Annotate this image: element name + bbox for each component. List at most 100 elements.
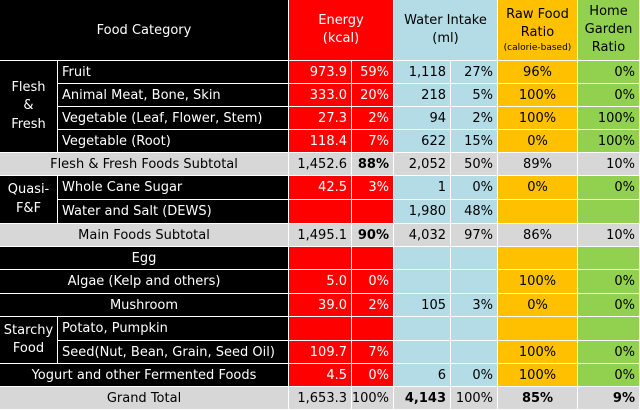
row-potato-pumpkin-water-pct bbox=[451, 317, 498, 341]
row-animal-meat-home-ratio: 0% bbox=[578, 84, 640, 107]
row-vegetable-leaf-energy: 27.3 bbox=[289, 107, 352, 130]
row-egg-label: Egg bbox=[0, 247, 289, 270]
group-flesh-line1: Flesh bbox=[11, 80, 46, 96]
row-vegetable-leaf-energy-pct: 2% bbox=[352, 107, 394, 130]
row-animal-meat-energy: 333.0 bbox=[289, 84, 352, 107]
row-flesh-fresh-subtotal-energy: 1,452.6 bbox=[289, 153, 352, 176]
row-water-salt-energy bbox=[289, 200, 352, 224]
row-cane-sugar-raw-ratio: 0% bbox=[498, 176, 578, 200]
group-quasi-line2: F&F bbox=[15, 200, 42, 216]
row-cane-sugar-energy: 42.5 bbox=[289, 176, 352, 200]
row-fruit-raw-ratio: 96% bbox=[498, 61, 578, 84]
row-flesh-fresh-subtotal-energy-pct: 88% bbox=[352, 153, 394, 176]
row-yogurt-raw-ratio: 100% bbox=[498, 364, 578, 387]
row-yogurt-energy-pct: 0% bbox=[352, 364, 394, 387]
row-algae-raw-ratio: 100% bbox=[498, 270, 578, 294]
row-potato-pumpkin-energy-pct bbox=[352, 317, 394, 341]
row-vegetable-leaf-water-pct: 2% bbox=[451, 107, 498, 130]
row-fruit-water: 1,118 bbox=[394, 61, 451, 84]
row-vegetable-root-home-ratio: 100% bbox=[578, 130, 640, 153]
row-egg-water bbox=[394, 247, 451, 270]
group-quasi-ff: Quasi- F&F bbox=[0, 176, 58, 224]
row-seed-energy-pct: 7% bbox=[352, 341, 394, 364]
group-starchy-food: Starchy Food bbox=[0, 317, 58, 364]
row-cane-sugar-label: Whole Cane Sugar bbox=[58, 176, 289, 200]
row-grand-total-energy-pct: 100% bbox=[352, 387, 394, 410]
row-seed-label: Seed(Nut, Bean, Grain, Seed Oil) bbox=[58, 341, 289, 364]
row-main-foods-subtotal-water-pct: 97% bbox=[451, 224, 498, 247]
row-fruit-home-ratio: 0% bbox=[578, 61, 640, 84]
header-water-intake: Water Intake (ml) bbox=[394, 0, 498, 61]
row-main-foods-subtotal-water: 4,032 bbox=[394, 224, 451, 247]
row-yogurt-water: 6 bbox=[394, 364, 451, 387]
row-potato-pumpkin-label: Potato, Pumpkin bbox=[58, 317, 289, 341]
row-yogurt-water-pct: 0% bbox=[451, 364, 498, 387]
header-raw-subtitle: Ratio bbox=[520, 24, 555, 40]
row-seed-water-pct bbox=[451, 341, 498, 364]
row-water-salt-raw-ratio bbox=[498, 200, 578, 224]
row-seed-water bbox=[394, 341, 451, 364]
row-potato-pumpkin-home-ratio bbox=[578, 317, 640, 341]
row-seed-home-ratio: 0% bbox=[578, 341, 640, 364]
row-animal-meat-water-pct: 5% bbox=[451, 84, 498, 107]
row-flesh-fresh-subtotal-raw-ratio: 89% bbox=[498, 153, 578, 176]
row-vegetable-root-water: 622 bbox=[394, 130, 451, 153]
row-flesh-fresh-subtotal-home-ratio: 10% bbox=[578, 153, 640, 176]
row-water-salt-energy-pct bbox=[352, 200, 394, 224]
row-fruit-energy: 973.9 bbox=[289, 61, 352, 84]
row-vegetable-leaf-home-ratio: 100% bbox=[578, 107, 640, 130]
row-mushroom-energy: 39.0 bbox=[289, 294, 352, 317]
row-algae-label: Algae (Kelp and others) bbox=[0, 270, 289, 294]
header-home-line1: Home bbox=[589, 3, 628, 19]
row-cane-sugar-water-pct: 0% bbox=[451, 176, 498, 200]
group-starchy-line2: Food bbox=[12, 341, 45, 356]
header-home-line3: Ratio bbox=[591, 40, 626, 56]
row-egg-home-ratio bbox=[578, 247, 640, 270]
row-animal-meat-energy-pct: 20% bbox=[352, 84, 394, 107]
row-mushroom-raw-ratio: 0% bbox=[498, 294, 578, 317]
row-flesh-fresh-subtotal-water: 2,052 bbox=[394, 153, 451, 176]
row-vegetable-root-energy: 118.4 bbox=[289, 130, 352, 153]
row-grand-total-raw-ratio: 85% bbox=[498, 387, 578, 410]
row-animal-meat-raw-ratio: 100% bbox=[498, 84, 578, 107]
row-algae-water-pct bbox=[451, 270, 498, 294]
row-vegetable-root-water-pct: 15% bbox=[451, 130, 498, 153]
row-mushroom-water: 105 bbox=[394, 294, 451, 317]
header-raw-title: Raw Food bbox=[506, 6, 569, 22]
row-vegetable-root-label: Vegetable (Root) bbox=[58, 130, 289, 153]
group-flesh-and-fresh: Flesh & Fresh bbox=[0, 61, 58, 153]
row-main-foods-subtotal-raw-ratio: 86% bbox=[498, 224, 578, 247]
row-flesh-fresh-subtotal-label: Flesh & Fresh Foods Subtotal bbox=[0, 153, 289, 176]
row-potato-pumpkin-energy bbox=[289, 317, 352, 341]
group-starchy-line1: Starchy bbox=[3, 322, 54, 338]
row-yogurt-home-ratio: 0% bbox=[578, 364, 640, 387]
row-mushroom-home-ratio: 0% bbox=[578, 294, 640, 317]
row-water-salt-label: Water and Salt (DEWS) bbox=[58, 200, 289, 224]
row-grand-total-home-ratio: 9% bbox=[578, 387, 640, 410]
row-flesh-fresh-subtotal-water-pct: 50% bbox=[451, 153, 498, 176]
row-yogurt-energy: 4.5 bbox=[289, 364, 352, 387]
row-vegetable-leaf-raw-ratio: 100% bbox=[498, 107, 578, 130]
row-main-foods-subtotal-energy-pct: 90% bbox=[352, 224, 394, 247]
row-cane-sugar-home-ratio: 0% bbox=[578, 176, 640, 200]
row-animal-meat-label: Animal Meat, Bone, Skin bbox=[58, 84, 289, 107]
row-grand-total-energy: 1,653.3 bbox=[289, 387, 352, 410]
header-food-category: Food Category bbox=[0, 0, 289, 61]
row-water-salt-water: 1,980 bbox=[394, 200, 451, 224]
header-energy: Energy (kcal) bbox=[289, 0, 394, 61]
row-cane-sugar-energy-pct: 3% bbox=[352, 176, 394, 200]
row-fruit-water-pct: 27% bbox=[451, 61, 498, 84]
row-seed-raw-ratio: 100% bbox=[498, 341, 578, 364]
row-vegetable-root-energy-pct: 7% bbox=[352, 130, 394, 153]
row-main-foods-subtotal-label: Main Foods Subtotal bbox=[0, 224, 289, 247]
row-vegetable-root-raw-ratio: 0% bbox=[498, 130, 578, 153]
row-mushroom-water-pct: 3% bbox=[451, 294, 498, 317]
row-egg-raw-ratio bbox=[498, 247, 578, 270]
row-mushroom-label: Mushroom bbox=[0, 294, 289, 317]
header-raw-note: (calorie-based) bbox=[503, 42, 572, 53]
row-egg-energy bbox=[289, 247, 352, 270]
row-grand-total-water: 4,143 bbox=[394, 387, 451, 410]
row-algae-water bbox=[394, 270, 451, 294]
row-algae-energy: 5.0 bbox=[289, 270, 352, 294]
